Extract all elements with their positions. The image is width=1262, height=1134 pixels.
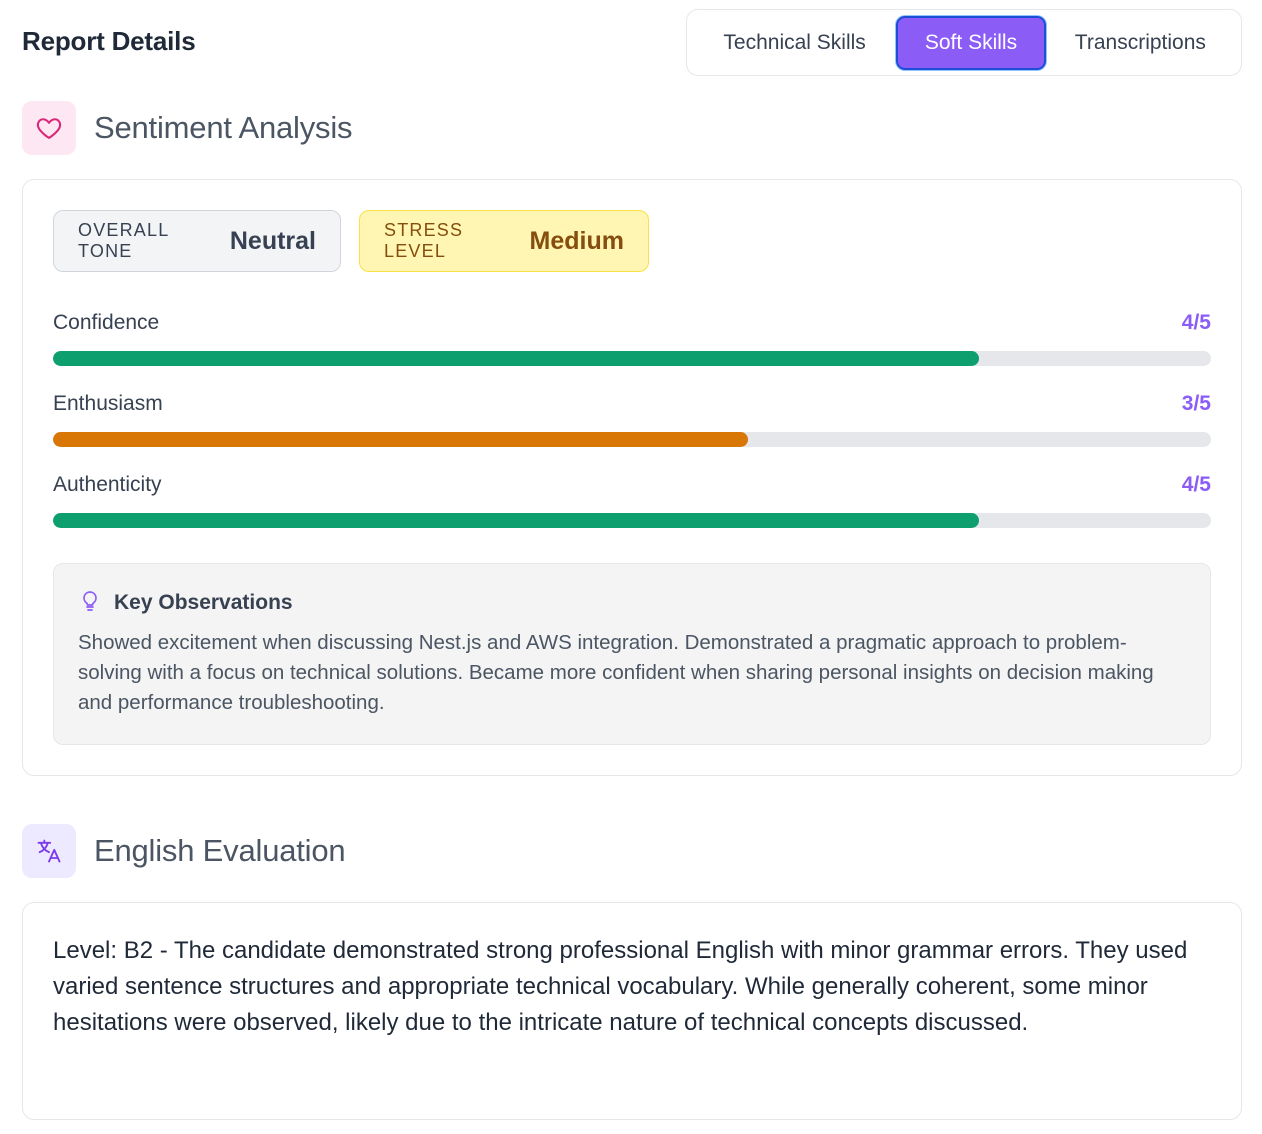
metric-score: 4/5 (1181, 311, 1211, 334)
tab-bar: Technical Skills Soft Skills Transcripti… (686, 9, 1242, 76)
metric-score: 3/5 (1181, 392, 1211, 415)
progress-fill (53, 513, 980, 528)
progress-track (53, 351, 1211, 366)
progress-track (53, 432, 1211, 447)
observations-title: Key Observations (114, 591, 293, 614)
observations-text: Showed excitement when discussing Nest.j… (78, 631, 1154, 714)
english-header: English Evaluation (22, 824, 346, 878)
tab-transcriptions[interactable]: Transcriptions (1074, 30, 1206, 54)
english-title: English Evaluation (94, 833, 346, 868)
english-evaluation-text: Level: B2 - The candidate demonstrated s… (53, 937, 1188, 1036)
metric-enthusiasm: Enthusiasm 3/5 (53, 390, 1211, 447)
metric-score: 4/5 (1181, 473, 1211, 496)
english-card: Level: B2 - The candidate demonstrated s… (22, 902, 1242, 1120)
lightbulb-icon (78, 589, 102, 618)
stress-level-value: Medium (529, 226, 624, 255)
overall-tone-badge: OVERALL TONE Neutral (53, 210, 341, 272)
sentiment-card: OVERALL TONE Neutral STRESS LEVEL Medium… (22, 179, 1242, 776)
progress-fill (53, 351, 980, 366)
page-title: Report Details (22, 26, 196, 56)
metric-authenticity: Authenticity 4/5 (53, 471, 1211, 528)
heart-icon (22, 101, 76, 155)
metric-label: Confidence (53, 311, 160, 334)
sentiment-title: Sentiment Analysis (94, 110, 353, 145)
stress-level-badge: STRESS LEVEL Medium (359, 210, 649, 272)
progress-fill (53, 432, 748, 447)
metric-label: Authenticity (53, 473, 162, 496)
key-observations: Key Observations Showed excitement when … (53, 563, 1211, 745)
tab-technical-skills[interactable]: Technical Skills (723, 30, 866, 54)
metric-confidence: Confidence 4/5 (53, 309, 1211, 366)
stress-level-label: STRESS LEVEL (384, 220, 464, 261)
overall-tone-label: OVERALL TONE (78, 220, 169, 261)
progress-track (53, 513, 1211, 528)
sentiment-header: Sentiment Analysis (22, 101, 353, 155)
metric-label: Enthusiasm (53, 392, 163, 415)
translate-icon (22, 824, 76, 878)
tab-soft-skills[interactable]: Soft Skills (896, 15, 1046, 70)
overall-tone-value: Neutral (229, 226, 316, 255)
